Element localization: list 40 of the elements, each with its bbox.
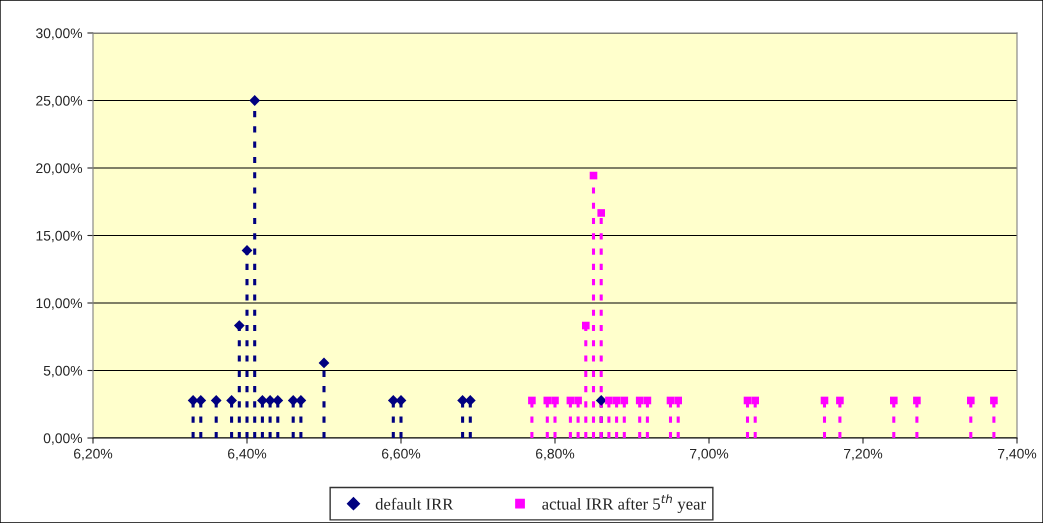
y-tick-label: 25,00% [36, 95, 83, 108]
legend-label: actual IRR after 5$^{th}$ year [542, 494, 706, 514]
y-tick-label: 20,00% [36, 163, 83, 175]
y-tick-label: 30,00% [36, 28, 83, 40]
point [990, 396, 998, 405]
legend-label: default IRR [375, 497, 454, 510]
point [257, 395, 268, 406]
x-tick-label: 6,40% [228, 448, 267, 461]
point [605, 396, 613, 405]
x-tick-label: 7,00% [690, 448, 729, 461]
point [551, 396, 559, 405]
point [574, 396, 582, 405]
point [967, 396, 975, 405]
point [674, 396, 682, 405]
point [582, 321, 590, 330]
x-tick-label: 6,20% [74, 448, 113, 461]
point [620, 396, 629, 405]
y-tick-label: 10,00% [36, 298, 83, 310]
point [597, 209, 605, 217]
point [249, 95, 261, 106]
point [226, 395, 237, 406]
x-tick-label: 7,20% [844, 448, 883, 461]
y-tick-label: 15,00% [36, 230, 83, 243]
point [595, 395, 607, 406]
point [543, 396, 552, 405]
point [528, 396, 536, 405]
x-tick-label: 6,60% [382, 448, 421, 461]
x-tick-label: 7,40% [998, 448, 1037, 461]
point [318, 357, 330, 369]
point [635, 396, 644, 405]
x-tick-label: 6,80% [536, 448, 575, 461]
point [913, 396, 921, 405]
y-tick-label: 0,00% [43, 433, 83, 445]
point [210, 395, 222, 406]
point [457, 395, 468, 406]
point [890, 396, 898, 405]
y-tick-label: 5,00% [43, 365, 83, 378]
point [836, 396, 844, 405]
point [233, 320, 245, 331]
point [751, 396, 759, 405]
